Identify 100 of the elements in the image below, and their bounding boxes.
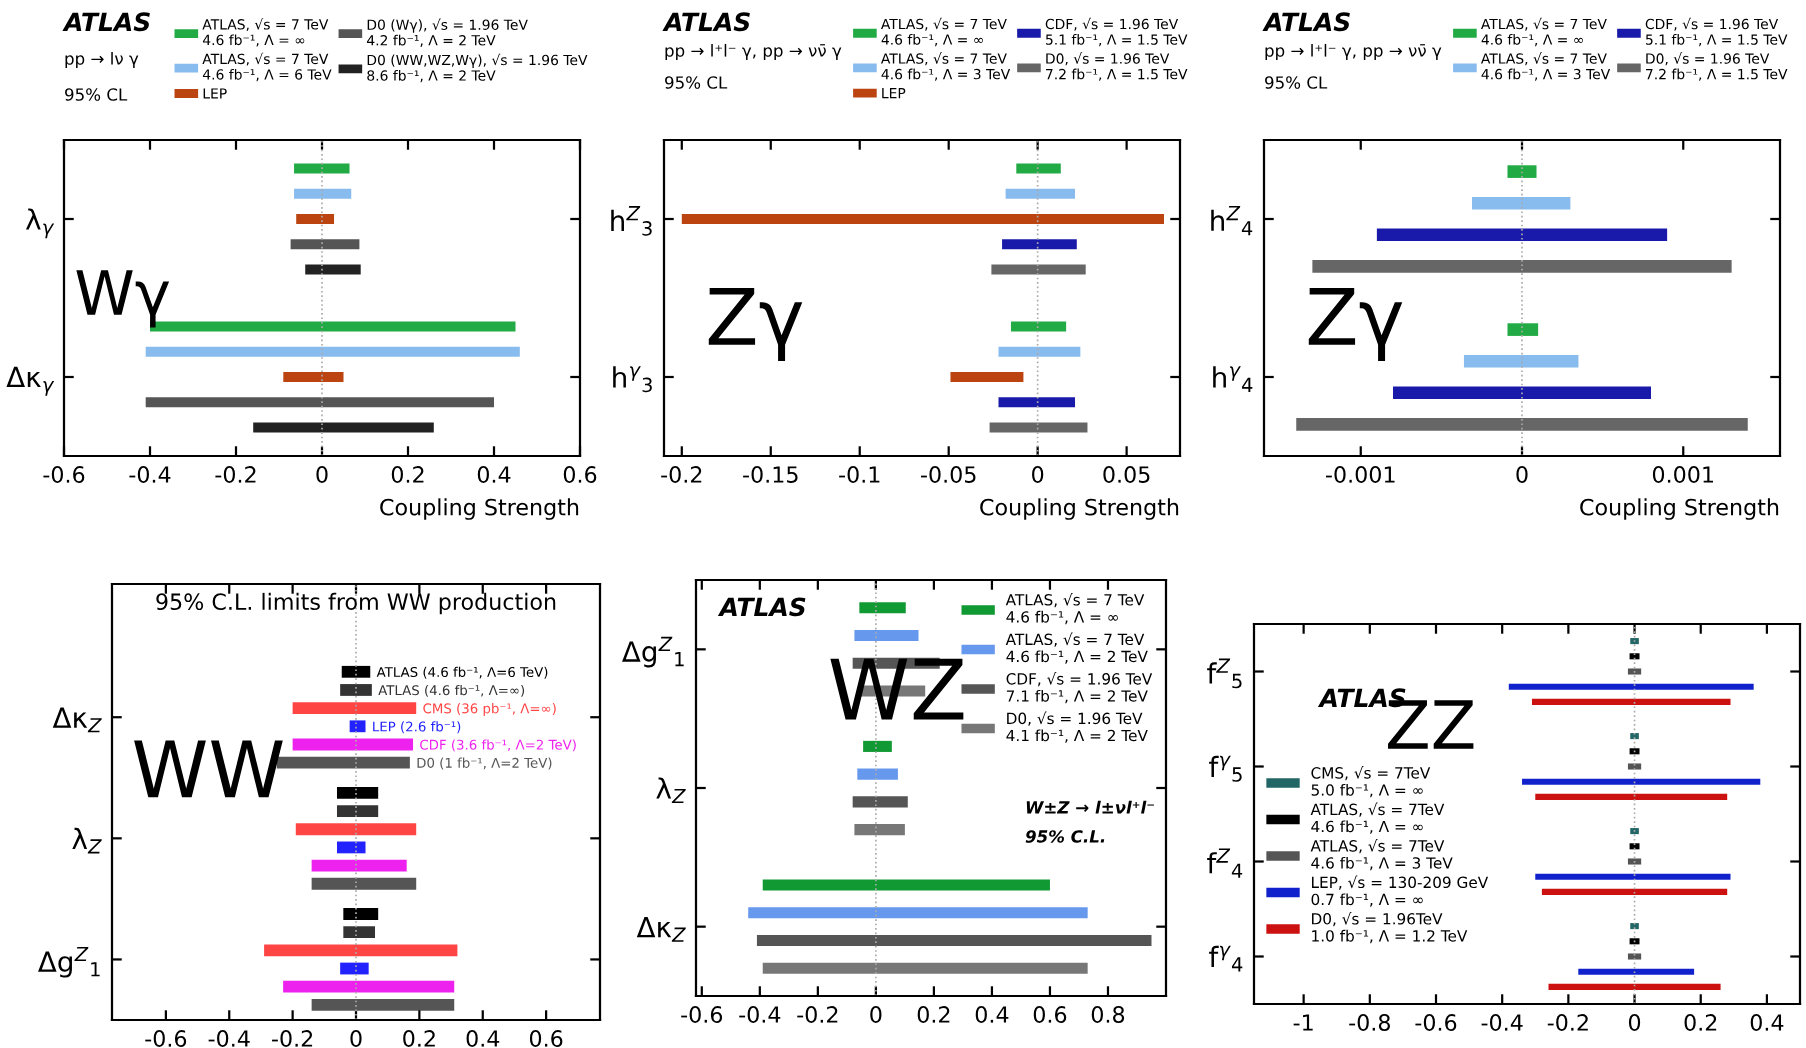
- text: pp → lν γ: [65, 51, 139, 69]
- x-tick-label: 0.2: [391, 466, 424, 483]
- bar: [1002, 239, 1077, 250]
- text: 95% CL: [665, 76, 728, 89]
- bar: [311, 998, 455, 1011]
- x-tick-label: -0.4: [739, 1006, 781, 1023]
- x-tick-label: 0.4: [466, 1030, 500, 1047]
- bar: [1507, 323, 1539, 336]
- x-tick-label: -0.4: [208, 1030, 250, 1047]
- annotation: 95% C.L. limits from WW production: [156, 592, 556, 615]
- bar: [1629, 938, 1640, 945]
- text: 95% CL: [65, 88, 128, 101]
- y-tick-label: λ$_{Z}$: [656, 777, 686, 804]
- bar: [292, 738, 414, 751]
- y-tick-label: Δg$^{Z}$$_{1}$: [622, 636, 684, 668]
- bar: [852, 796, 908, 808]
- bar: [1627, 668, 1642, 675]
- bar: [341, 665, 371, 678]
- bar: [294, 188, 352, 199]
- bar: [311, 877, 417, 890]
- x-tick-label: 0.6: [1033, 1006, 1067, 1023]
- text: ATLAS: [1262, 12, 1350, 32]
- bar: [1535, 873, 1731, 880]
- x-tick-label: 0.001: [1652, 466, 1714, 483]
- bar: [950, 371, 1024, 383]
- bar: [1629, 653, 1640, 660]
- bar: [1005, 188, 1076, 199]
- bar: [863, 740, 892, 752]
- x-tick-label: 0: [350, 1030, 362, 1047]
- bar: [1507, 165, 1537, 178]
- x-tick-label: 0.4: [477, 466, 511, 483]
- x-tick-label: 0: [870, 1006, 882, 1023]
- bar: [343, 908, 379, 920]
- bar: [349, 720, 366, 733]
- bar: [1472, 196, 1571, 210]
- bar: [343, 926, 376, 939]
- bar: [854, 824, 905, 836]
- x-tick-label: -0.6: [1415, 1014, 1457, 1031]
- y-tick-label: λ$_{Z}$: [72, 827, 102, 854]
- y-tick-label: f$^{Z}$$_{4}$: [1207, 848, 1243, 878]
- y-tick-label: h$^{Z}$$_{4}$: [1211, 205, 1253, 236]
- bar: [989, 422, 1088, 433]
- y-tick-label: f$^{γ}$$_{5}$: [1209, 755, 1242, 782]
- bar: [305, 264, 361, 275]
- bar: [336, 805, 379, 817]
- text: ATLAS: [662, 12, 750, 32]
- y-tick-label: h$^{γ}$$_{4}$: [1213, 366, 1253, 392]
- x-tick-label: 0: [1032, 466, 1044, 483]
- x-tick-label: -0.8: [1349, 1014, 1390, 1031]
- bar: [998, 346, 1081, 357]
- x-tick-label: -0.001: [1326, 466, 1395, 483]
- x-tick-label: 0.4: [1750, 1014, 1784, 1031]
- text: pp → l⁺l⁻ γ, pp → νν̄ γ: [665, 43, 842, 61]
- bar: [294, 163, 350, 174]
- bar: [1463, 354, 1579, 368]
- x-tick-label: -0.2: [215, 466, 256, 483]
- x-axis-title: Coupling Strength: [1580, 498, 1779, 520]
- bar: [1535, 793, 1728, 800]
- x-tick-label: -0.4: [129, 466, 171, 483]
- bar: [1010, 321, 1067, 332]
- x-tick-label: 0.2: [1684, 1014, 1717, 1031]
- x-tick-label: -0.05: [921, 466, 976, 483]
- y-tick-label: h$^{γ}$$_{3}$: [613, 366, 652, 393]
- bar: [1629, 748, 1640, 755]
- y-tick-label: Δg$^{Z}$$_{1}$: [38, 946, 100, 978]
- y-tick-label: Δκ$_{γ}$: [6, 366, 55, 396]
- bar: [857, 768, 898, 780]
- x-tick-label: -0.2: [1547, 1014, 1588, 1031]
- annotation: ATLAS: [717, 597, 806, 617]
- bar: [283, 980, 455, 993]
- bar: [292, 702, 417, 715]
- bar: [1630, 923, 1639, 930]
- bar: [340, 962, 369, 975]
- y-tick-label: Δκ$_{Z}$: [636, 916, 686, 942]
- bar: [336, 787, 379, 799]
- y-tick-label: λ$_{γ}$: [25, 208, 55, 239]
- bar: [1296, 418, 1748, 431]
- x-axis-title: Coupling Strength: [980, 498, 1179, 520]
- bar: [264, 944, 458, 957]
- bar: [1627, 763, 1642, 770]
- x-tick-label: -0.15: [743, 466, 798, 483]
- bar: [1630, 733, 1639, 740]
- bar: [854, 629, 919, 642]
- annotation: W±Z → l±νl⁺l⁻: [1026, 800, 1154, 814]
- x-tick-label: 0: [1516, 466, 1528, 483]
- bar: [748, 907, 1088, 919]
- bar: [762, 879, 1050, 891]
- text: ATLAS: [62, 12, 150, 32]
- bar: [859, 602, 906, 614]
- bar: [1578, 968, 1695, 975]
- text: WZ: [830, 658, 964, 720]
- x-tick-label: 0: [1628, 1014, 1641, 1031]
- bar: [145, 397, 494, 408]
- x-tick-label: 0: [316, 466, 328, 483]
- bar: [1627, 858, 1642, 865]
- bar: [296, 213, 335, 225]
- bar: [1541, 888, 1728, 895]
- x-tick-label: -0.2: [661, 466, 702, 483]
- x-tick-label: -1: [1293, 1014, 1313, 1031]
- x-tick-label: -0.1: [839, 466, 880, 483]
